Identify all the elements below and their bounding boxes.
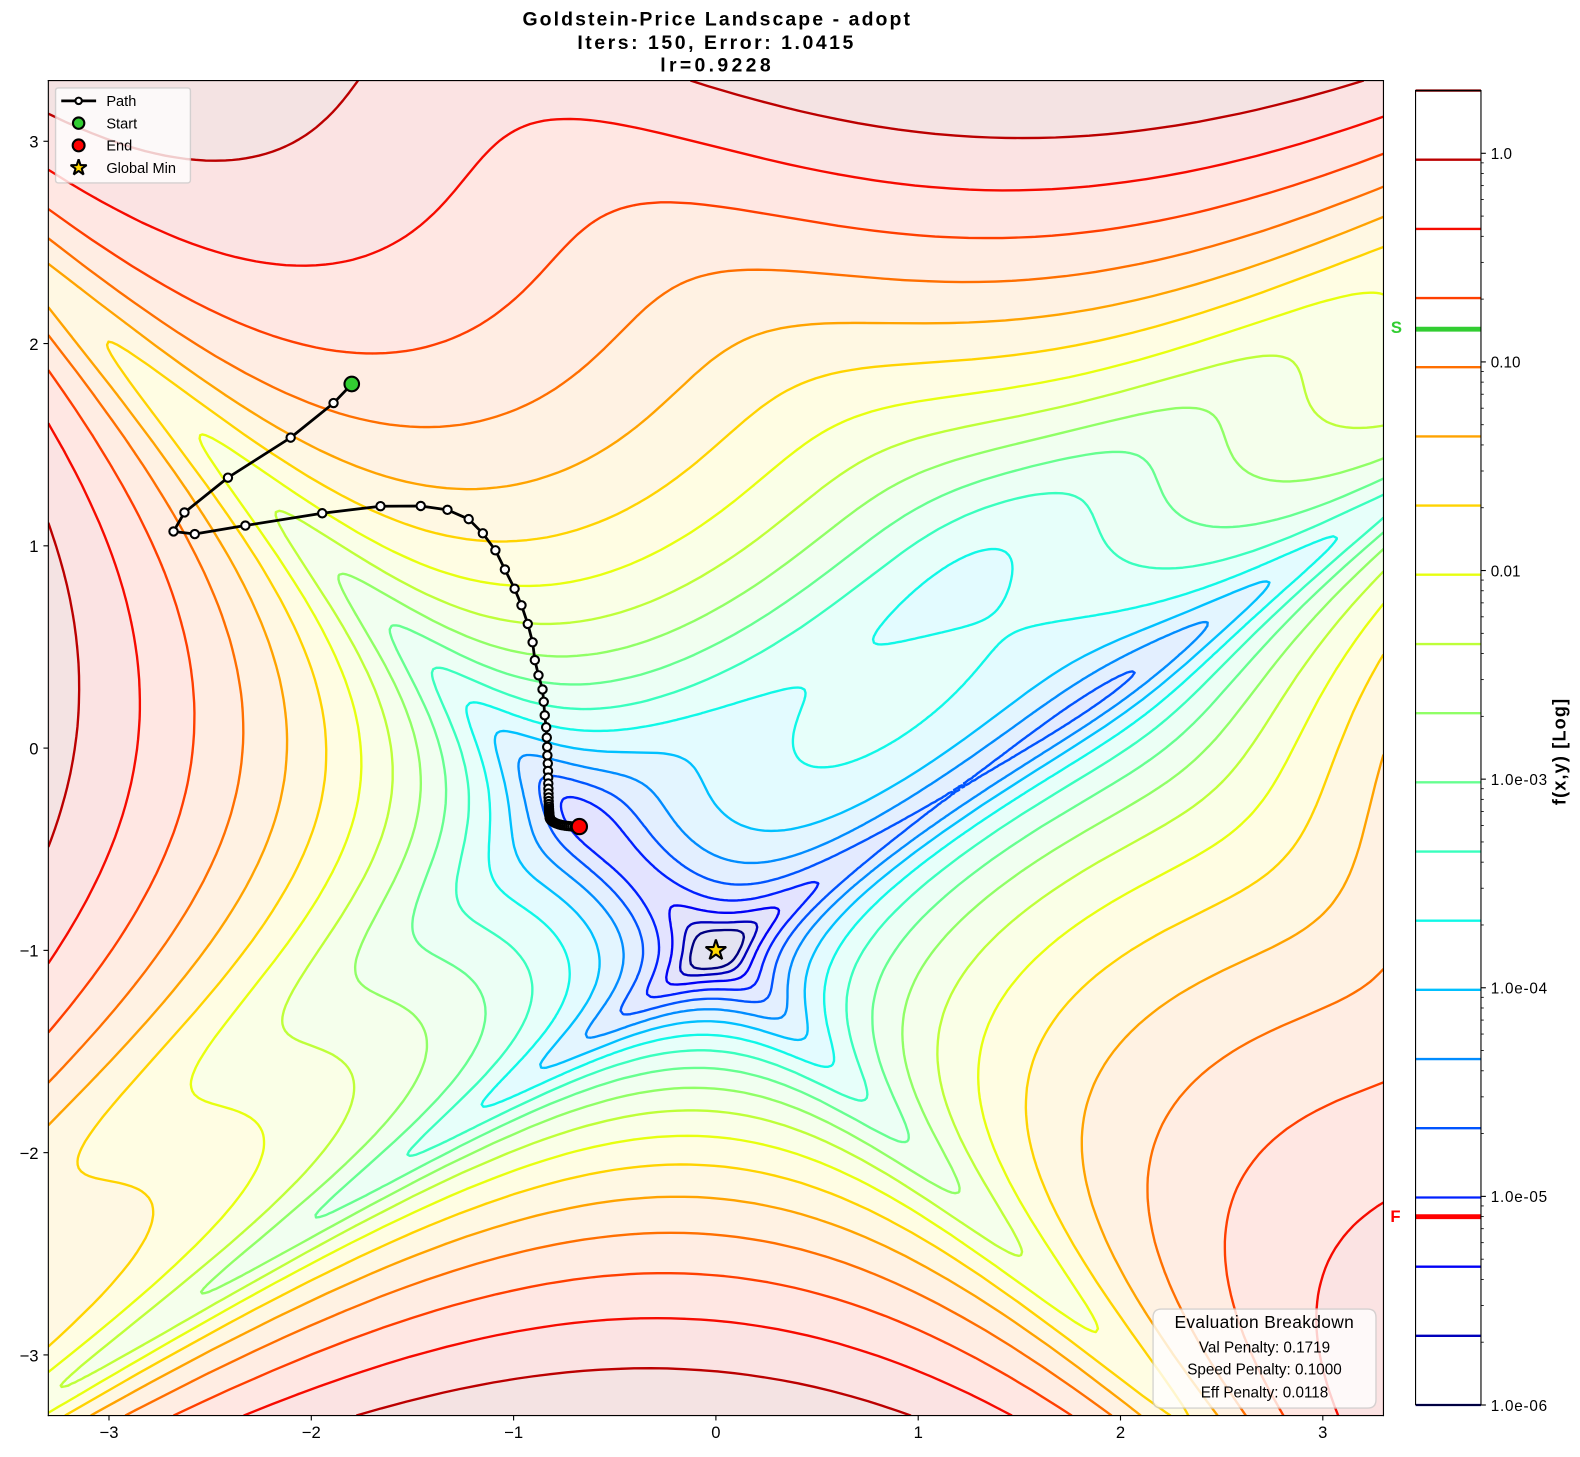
svg-text:0: 0 [29, 739, 38, 758]
svg-text:−2: −2 [20, 1144, 39, 1163]
svg-text:Global Min: Global Min [106, 161, 176, 177]
svg-text:−3: −3 [20, 1346, 39, 1365]
svg-text:1.0: 1.0 [1491, 146, 1512, 163]
svg-text:S: S [1391, 318, 1402, 337]
svg-text:Val Penalty: 0.1719: Val Penalty: 0.1719 [1199, 1339, 1330, 1356]
svg-text:1.0e-04: 1.0e-04 [1491, 981, 1548, 998]
svg-text:1.0e-05: 1.0e-05 [1491, 1189, 1548, 1206]
svg-text:End: End [106, 139, 132, 155]
svg-text:3: 3 [29, 133, 38, 152]
svg-text:−2: −2 [302, 1423, 321, 1442]
svg-text:0.01: 0.01 [1491, 563, 1521, 580]
svg-text:Speed Penalty: 0.1000: Speed Penalty: 0.1000 [1187, 1362, 1341, 1379]
svg-text:Start: Start [106, 116, 137, 132]
svg-text:1.0e-06: 1.0e-06 [1491, 1398, 1548, 1415]
svg-text:1: 1 [914, 1423, 923, 1442]
svg-text:0: 0 [711, 1423, 720, 1442]
svg-text:Iters: 150, Error: 1.0415: Iters: 150, Error: 1.0415 [577, 32, 856, 54]
svg-text:Evaluation Breakdown: Evaluation Breakdown [1174, 1312, 1354, 1332]
svg-text:2: 2 [1116, 1423, 1125, 1442]
svg-text:−1: −1 [504, 1423, 523, 1442]
svg-text:2: 2 [29, 335, 38, 354]
svg-text:Goldstein-Price Landscape - ad: Goldstein-Price Landscape - adopt [522, 9, 912, 31]
svg-text:1: 1 [29, 537, 38, 556]
svg-text:−1: −1 [20, 942, 39, 961]
svg-text:Path: Path [106, 94, 136, 110]
svg-text:f(x,y) [Log]: f(x,y) [Log] [1549, 698, 1569, 805]
svg-text:0.10: 0.10 [1491, 355, 1521, 372]
svg-text:−3: −3 [99, 1423, 118, 1442]
svg-text:F: F [1390, 1207, 1400, 1226]
svg-text:Eff Penalty: 0.0118: Eff Penalty: 0.0118 [1201, 1385, 1329, 1402]
svg-text:3: 3 [1318, 1423, 1327, 1442]
svg-text:lr=0.9228: lr=0.9228 [660, 54, 774, 76]
svg-text:1.0e-03: 1.0e-03 [1491, 772, 1548, 789]
